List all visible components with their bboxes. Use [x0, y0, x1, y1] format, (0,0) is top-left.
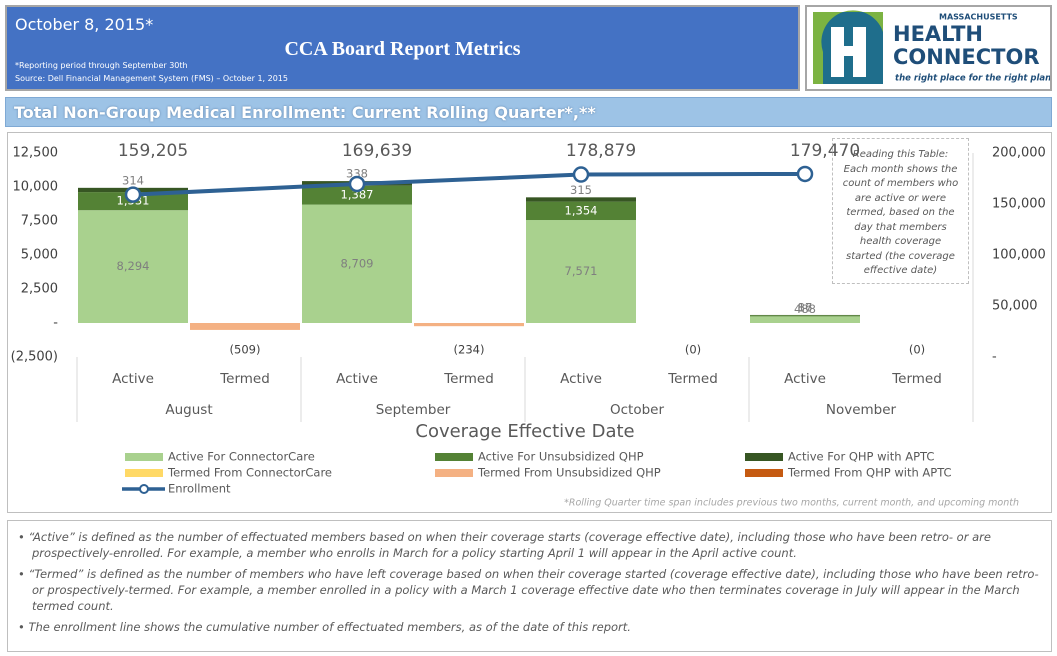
enrollment-point: [348, 175, 366, 193]
y2-tick-label: -: [992, 350, 997, 365]
logo-graphic: MASSACHUSETTS HEALTH CONNECTOR the right…: [813, 10, 1050, 84]
legend-label: Enrollment: [168, 482, 231, 496]
section-title: Total Non-Group Medical Enrollment: Curr…: [5, 97, 1052, 127]
bar-segment: [526, 220, 636, 323]
y-tick-label: 10,000: [13, 180, 59, 195]
report-title: CCA Board Report Metrics: [284, 38, 521, 60]
enrollment-line: [132, 171, 806, 197]
data-label: 1,387: [341, 188, 374, 202]
logo: MASSACHUSETTS HEALTH CONNECTOR the right…: [805, 5, 1052, 91]
x-tick-label: Termed: [443, 371, 494, 387]
x-tick-label: Active: [560, 371, 602, 387]
bar-segment: [750, 315, 860, 317]
footnote: *Rolling Quarter time span includes prev…: [564, 498, 1019, 509]
logo-h: [831, 46, 866, 56]
data-label: 86: [798, 301, 813, 315]
logo-state: MASSACHUSETTS: [939, 13, 1018, 22]
bar-segment: [78, 210, 188, 323]
note: • “Active” is defined as the number of e…: [18, 530, 991, 560]
data-label: 315: [570, 183, 592, 197]
y2-tick-label: 150,000: [992, 197, 1046, 212]
bar-segment: [302, 204, 412, 323]
bar-segment: [750, 316, 860, 323]
note-text: The enrollment line shows the cumulative…: [28, 620, 631, 634]
note: • The enrollment line shows the cumulati…: [18, 620, 631, 634]
data-label: 338: [346, 167, 368, 181]
line-label: 159,205: [118, 141, 188, 161]
data-label: (0): [685, 343, 701, 357]
legend-label: Termed From Unsubsidized QHP: [477, 466, 661, 480]
data-label: 17: [798, 300, 813, 314]
enrollment-point: [572, 166, 590, 183]
y2-tick-label: 50,000: [992, 299, 1038, 314]
x-tick-label: Active: [112, 371, 154, 387]
y-tick-label: 12,500: [13, 146, 59, 161]
reporting-note: *Reporting period through September 30th: [15, 61, 188, 70]
note: • “Termed” is defined as the number of m…: [18, 567, 1039, 613]
y-tick-label: 5,000: [21, 248, 58, 263]
header: October 8, 2015* CCA Board Report Metric…: [5, 5, 800, 91]
legend-label: Termed From ConnectorCare: [167, 466, 332, 480]
x-group-label: October: [610, 402, 664, 418]
source-note: Source: Dell Financial Management System…: [15, 74, 288, 83]
data-label: 1,354: [565, 203, 598, 217]
y-tick-label: -: [53, 316, 58, 331]
x-tick-label: Termed: [891, 371, 942, 387]
note-text: “Termed” is defined as the number of mem…: [28, 567, 1039, 613]
legend-label: Active For Unsubsidized QHP: [478, 450, 644, 464]
bar-segment: [526, 197, 636, 202]
x-tick-label: Termed: [219, 371, 270, 387]
x-group-label: August: [165, 402, 212, 418]
chart-panel: [7, 132, 1052, 513]
bar-segment: [414, 323, 524, 327]
x-group-label: September: [376, 402, 451, 418]
legend-swatch: [139, 484, 149, 494]
y-tick-label: 7,500: [21, 214, 58, 229]
notes: • “Active” is defined as the number of e…: [7, 520, 1052, 652]
x-group-label: November: [826, 402, 897, 418]
y-tick-label: (2,500): [11, 350, 58, 365]
bar-segment: [302, 185, 412, 205]
line-label: 178,879: [566, 141, 636, 161]
enrollment-point: [124, 186, 142, 203]
logo-tagline: the right place for the right plan: [895, 74, 1050, 84]
y-tick-label: 2,500: [21, 282, 58, 297]
bar-segment: [190, 323, 300, 330]
logo-line2: CONNECTOR: [893, 45, 1040, 69]
legend-label: Termed From QHP with APTC: [787, 466, 952, 480]
y2-tick-label: 200,000: [992, 146, 1046, 161]
report-date: October 8, 2015*: [15, 15, 154, 34]
y2-tick-label: 100,000: [992, 248, 1046, 263]
data-label: (509): [230, 343, 261, 357]
x-tick-label: Active: [336, 371, 378, 387]
x-tick-label: Active: [784, 371, 826, 387]
logo-line1: HEALTH: [893, 22, 983, 46]
data-label: (234): [454, 343, 485, 357]
legend-swatch: [745, 453, 783, 461]
note-text: “Active” is defined as the number of eff…: [28, 530, 991, 560]
data-label: 314: [122, 173, 144, 187]
legend-swatch: [745, 469, 783, 477]
legend-swatch: [435, 453, 473, 461]
x-tick-label: Termed: [667, 371, 718, 387]
legend-swatch: [125, 469, 163, 477]
legend-label: Active For ConnectorCare: [168, 450, 315, 464]
line-label: 179,470: [790, 141, 860, 161]
data-label: 8,294: [117, 259, 150, 273]
chart-annotation: Reading this Table: Each month shows the…: [832, 138, 969, 284]
line-label: 169,639: [342, 141, 412, 161]
data-label: 488: [794, 302, 816, 316]
data-label: (0): [909, 343, 925, 357]
data-label: 7,571: [565, 264, 598, 278]
enrollment-point: [796, 165, 814, 183]
bar-segment: [526, 201, 636, 221]
legend-swatch: [435, 469, 473, 477]
x-axis-title: Coverage Effective Date: [415, 421, 634, 442]
legend-label: Active For QHP with APTC: [788, 450, 934, 464]
data-label: 8,709: [341, 256, 374, 270]
logo-arc: [813, 10, 883, 84]
legend-swatch: [125, 453, 163, 461]
